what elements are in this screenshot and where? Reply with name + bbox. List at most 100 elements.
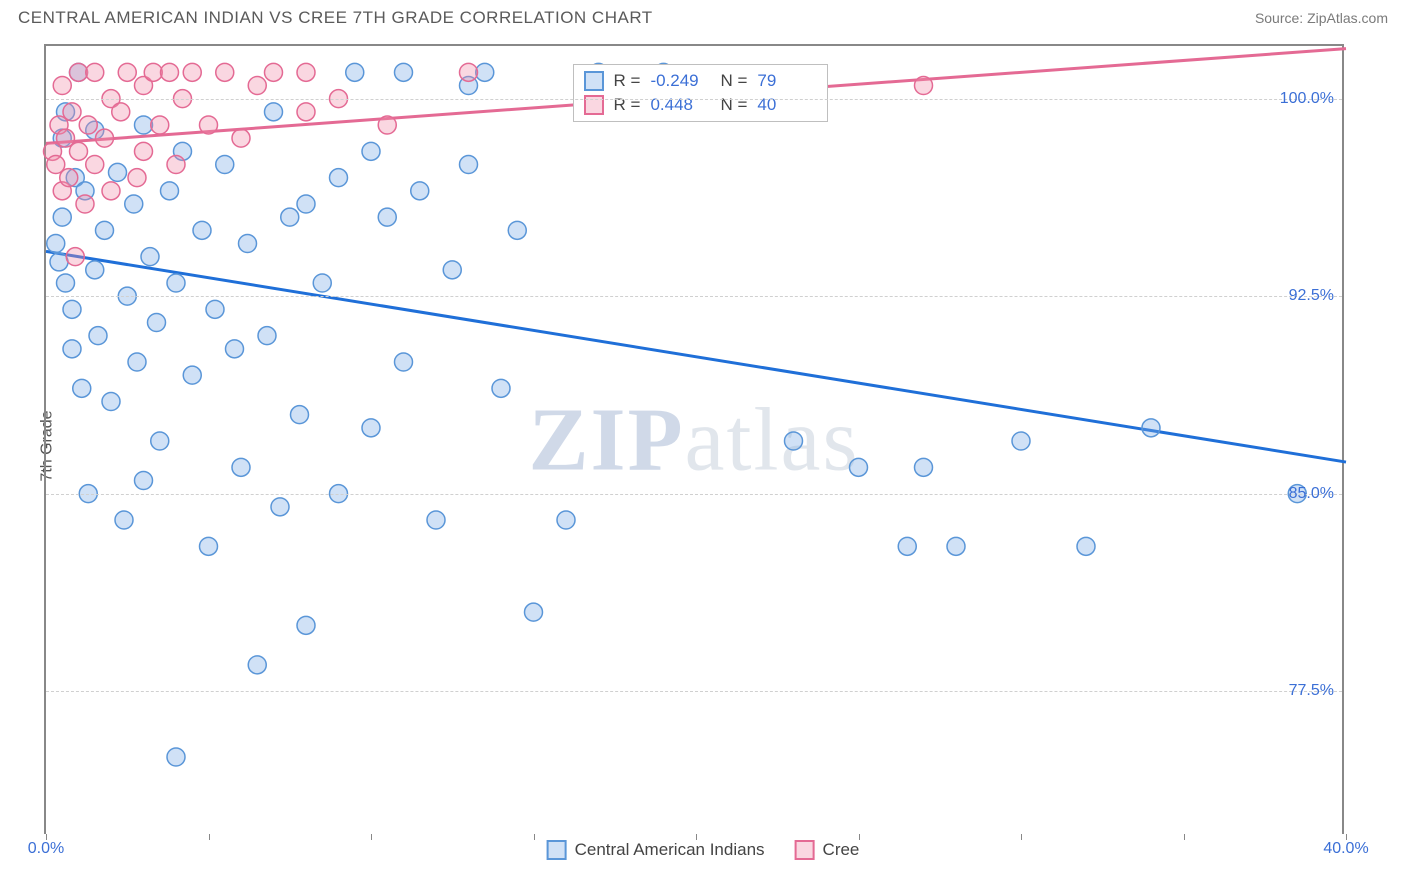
scatter-point — [53, 208, 71, 226]
scatter-point — [144, 63, 162, 81]
scatter-point — [297, 103, 315, 121]
scatter-point — [557, 511, 575, 529]
scatter-point — [151, 116, 169, 134]
scatter-point — [297, 63, 315, 81]
scatter-point — [248, 77, 266, 95]
scatter-point — [66, 248, 84, 266]
scatter-point — [128, 169, 146, 187]
legend-label: Central American Indians — [575, 840, 765, 860]
plot-area: ZIPatlas R =-0.249N =79R =0.448N =40 77.… — [44, 44, 1344, 834]
y-tick-label: 85.0% — [1289, 485, 1334, 503]
scatter-point — [96, 129, 114, 147]
scatter-point — [183, 63, 201, 81]
scatter-point — [115, 511, 133, 529]
scatter-point — [362, 419, 380, 437]
scatter-point — [395, 353, 413, 371]
scatter-point — [947, 537, 965, 555]
x-tick — [1021, 834, 1022, 840]
x-tick-label: 40.0% — [1323, 840, 1368, 858]
scatter-point — [915, 77, 933, 95]
scatter-point — [443, 261, 461, 279]
scatter-point — [297, 616, 315, 634]
scatter-point — [73, 379, 91, 397]
scatter-point — [102, 393, 120, 411]
scatter-point — [76, 195, 94, 213]
scatter-point — [265, 103, 283, 121]
scatter-point — [112, 103, 130, 121]
scatter-point — [258, 327, 276, 345]
y-tick-label: 92.5% — [1289, 287, 1334, 305]
scatter-point — [89, 327, 107, 345]
source-label: Source: ZipAtlas.com — [1255, 10, 1388, 26]
scatter-point — [898, 537, 916, 555]
gridline — [46, 99, 1342, 100]
x-tick — [534, 834, 535, 840]
scatter-point — [850, 458, 868, 476]
scatter-point — [167, 156, 185, 174]
r-label: R = — [614, 71, 641, 91]
series-legend: Central American Indians Cree — [547, 840, 860, 860]
x-tick — [209, 834, 210, 840]
scatter-point — [291, 406, 309, 424]
correlation-legend: R =-0.249N =79R =0.448N =40 — [573, 64, 829, 122]
n-label: N = — [720, 71, 747, 91]
scatter-point — [86, 156, 104, 174]
scatter-point — [63, 103, 81, 121]
scatter-point — [313, 274, 331, 292]
scatter-point — [216, 63, 234, 81]
legend-row: R =0.448N =40 — [584, 93, 818, 117]
scatter-point — [460, 63, 478, 81]
scatter-point — [330, 169, 348, 187]
scatter-point — [50, 253, 68, 271]
x-tick — [371, 834, 372, 840]
scatter-point — [395, 63, 413, 81]
scatter-point — [135, 472, 153, 490]
scatter-point — [226, 340, 244, 358]
scatter-point — [148, 314, 166, 332]
scatter-point — [135, 142, 153, 160]
legend-swatch — [584, 71, 604, 91]
scatter-point — [525, 603, 543, 621]
scatter-point — [508, 221, 526, 239]
scatter-point — [200, 537, 218, 555]
scatter-point — [1142, 419, 1160, 437]
gridline — [46, 691, 1342, 692]
scatter-point — [183, 366, 201, 384]
scatter-point — [63, 300, 81, 318]
legend-swatch — [547, 840, 567, 860]
r-value: -0.249 — [650, 71, 710, 91]
y-tick-label: 100.0% — [1280, 90, 1334, 108]
scatter-point — [118, 63, 136, 81]
legend-swatch — [795, 840, 815, 860]
scatter-point — [427, 511, 445, 529]
scatter-point — [102, 182, 120, 200]
y-tick-label: 77.5% — [1289, 682, 1334, 700]
scatter-point — [86, 261, 104, 279]
scatter-point — [476, 63, 494, 81]
scatter-point — [460, 156, 478, 174]
scatter-point — [70, 63, 88, 81]
scatter-point — [232, 458, 250, 476]
legend-label: Cree — [823, 840, 860, 860]
scatter-point — [1012, 432, 1030, 450]
chart-title: CENTRAL AMERICAN INDIAN VS CREE 7TH GRAD… — [18, 8, 653, 28]
scatter-point — [265, 63, 283, 81]
scatter-point — [411, 182, 429, 200]
scatter-point — [248, 656, 266, 674]
scatter-point — [1077, 537, 1095, 555]
scatter-point — [281, 208, 299, 226]
scatter-point — [151, 432, 169, 450]
legend-item: Cree — [795, 840, 860, 860]
scatter-point — [141, 248, 159, 266]
scatter-point — [53, 77, 71, 95]
scatter-point — [96, 221, 114, 239]
x-tick — [1184, 834, 1185, 840]
scatter-point — [785, 432, 803, 450]
scatter-point — [200, 116, 218, 134]
scatter-point — [57, 274, 75, 292]
scatter-point — [362, 142, 380, 160]
gridline — [46, 296, 1342, 297]
scatter-point — [297, 195, 315, 213]
scatter-point — [79, 116, 97, 134]
scatter-point — [135, 116, 153, 134]
